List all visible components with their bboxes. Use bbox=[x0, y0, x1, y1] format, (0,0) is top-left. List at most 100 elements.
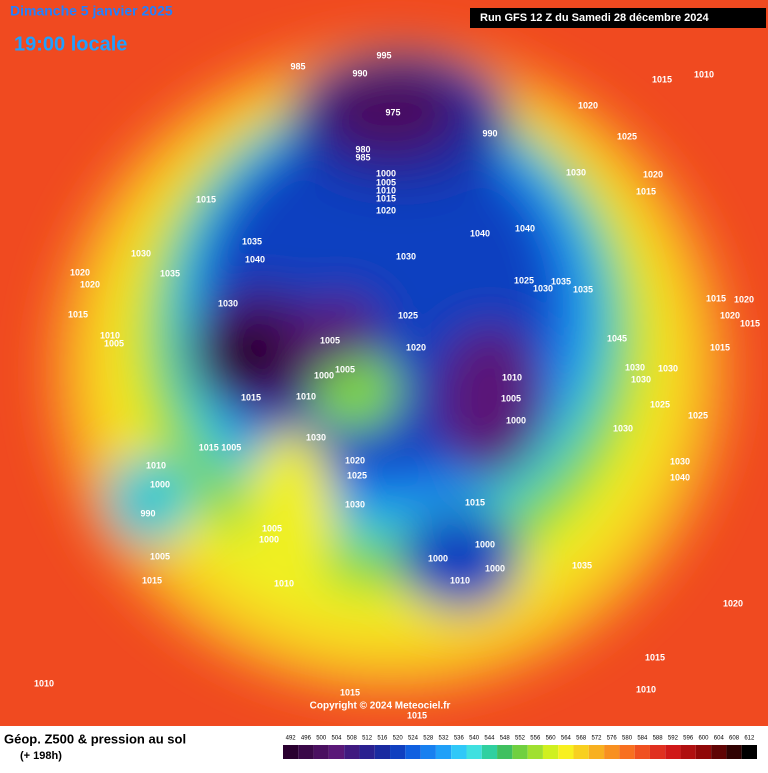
isobar-label: 1040 bbox=[245, 254, 265, 264]
isobar-label: 1025 bbox=[514, 275, 534, 285]
isobar-label: 1020 bbox=[70, 267, 90, 277]
isobar-label: 1015 bbox=[706, 293, 726, 303]
isobar-label: 990 bbox=[140, 508, 155, 518]
scale-swatch bbox=[466, 745, 482, 759]
isobar-label: 1010 bbox=[100, 330, 120, 340]
isobar-label: 990 bbox=[482, 128, 497, 138]
scale-swatch bbox=[542, 745, 559, 759]
geopotential-field bbox=[45, 40, 735, 700]
scale-swatch bbox=[359, 745, 375, 759]
scale-label: 600 bbox=[698, 736, 709, 742]
scale-label: 612 bbox=[744, 736, 755, 742]
isobar-label: 990 bbox=[352, 68, 367, 78]
isobar-label: 1030 bbox=[625, 362, 645, 372]
scale-swatch bbox=[405, 745, 421, 759]
isobar-label: 1005 bbox=[320, 335, 340, 345]
scale-swatch bbox=[420, 745, 436, 759]
scale-label: 500 bbox=[316, 736, 327, 742]
scale-label: 552 bbox=[515, 736, 526, 742]
isobar-label: 1030 bbox=[306, 432, 326, 442]
scale-label: 592 bbox=[668, 736, 679, 742]
isobar-label: 980 bbox=[355, 144, 370, 154]
scale-label: 556 bbox=[530, 736, 541, 742]
isobar-label: 1030 bbox=[131, 248, 151, 258]
isobar-label: 1010 bbox=[636, 684, 656, 694]
scale-swatch bbox=[588, 745, 605, 759]
isobar-label: 1030 bbox=[218, 298, 238, 308]
isobar-label: 1020 bbox=[723, 598, 743, 608]
scale-label: 532 bbox=[439, 736, 450, 742]
isobar-label: 985 bbox=[355, 152, 370, 162]
map-date: Dimanche 5 janvier 2025 bbox=[10, 3, 173, 19]
scale-swatch bbox=[374, 745, 391, 759]
isobar-label: 1005 bbox=[335, 364, 355, 374]
isobar-label: 1020 bbox=[376, 205, 396, 215]
isobar-label: 1015 bbox=[740, 318, 760, 328]
scale-swatch bbox=[313, 745, 329, 759]
isobar-label: 1010 bbox=[146, 460, 166, 470]
scale-swatch bbox=[344, 745, 360, 759]
isobar-label: 1035 bbox=[551, 276, 571, 286]
scale-swatch bbox=[695, 745, 712, 759]
scale-label: 584 bbox=[637, 736, 648, 742]
isobar-label: 1015 bbox=[645, 652, 665, 662]
isobar-label: 1020 bbox=[578, 100, 598, 110]
scale-label: 536 bbox=[454, 736, 465, 742]
isobar-label: 1030 bbox=[533, 283, 553, 293]
isobar-label: 1015 bbox=[142, 575, 162, 585]
scale-label: 508 bbox=[347, 736, 358, 742]
scale-label: 568 bbox=[576, 736, 587, 742]
isobar-label: 1015 bbox=[652, 74, 672, 84]
isobar-label: 1035 bbox=[573, 284, 593, 294]
isobar-label: 1030 bbox=[631, 374, 651, 384]
scale-swatch bbox=[390, 745, 406, 759]
scale-swatch bbox=[558, 745, 574, 759]
isobar-label: 1020 bbox=[643, 169, 663, 179]
scale-swatch bbox=[573, 745, 589, 759]
isobar-label: 1010 bbox=[502, 372, 522, 382]
isobar-label: 1020 bbox=[406, 342, 426, 352]
isobar-label: 1015 bbox=[68, 309, 88, 319]
scale-label: 496 bbox=[301, 736, 312, 742]
scale-label: 588 bbox=[653, 736, 664, 742]
scale-swatch bbox=[711, 745, 727, 759]
isobar-label: 1000 bbox=[428, 553, 448, 563]
isobar-label: 1035 bbox=[160, 268, 180, 278]
scale-swatch bbox=[634, 745, 650, 759]
isobar-label: 1040 bbox=[515, 223, 535, 233]
isobar-label: 1015 bbox=[710, 342, 730, 352]
isobar-label: 975 bbox=[385, 107, 400, 117]
isobar-label: 1015 bbox=[340, 687, 360, 697]
isobar-label: 1020 bbox=[345, 455, 365, 465]
scale-label: 512 bbox=[362, 736, 373, 742]
scale-label: 604 bbox=[714, 736, 725, 742]
color-scale: 492 496 500 504 508 512 516 520 524 528 532 536 540 5… bbox=[283, 736, 757, 759]
isobar-label: 1030 bbox=[396, 251, 416, 261]
scale-swatch bbox=[328, 745, 345, 759]
scale-label: 596 bbox=[683, 736, 694, 742]
isobar-label: 1040 bbox=[470, 228, 490, 238]
isobar-label: 1005 bbox=[501, 393, 521, 403]
isobar-label: 1030 bbox=[670, 456, 690, 466]
isobar-label: 1000 bbox=[150, 479, 170, 489]
scale-label: 576 bbox=[607, 736, 618, 742]
isobar-label: 1020 bbox=[80, 279, 100, 289]
isobar-label: 1045 bbox=[607, 333, 627, 343]
isobar-label: 1010 bbox=[34, 678, 54, 688]
scale-swatch bbox=[726, 745, 742, 759]
isobar-label: 1020 bbox=[734, 294, 754, 304]
isobar-label: 1040 bbox=[670, 472, 690, 482]
isobar-label: 1025 bbox=[650, 399, 670, 409]
scale-label: 572 bbox=[591, 736, 602, 742]
isobar-label: 1010 bbox=[274, 578, 294, 588]
isobar-label: 1030 bbox=[613, 423, 633, 433]
isobar-label: 1025 bbox=[617, 131, 637, 141]
isobar-label: 1005 bbox=[376, 177, 396, 187]
isobar-label: 1015 bbox=[241, 392, 261, 402]
scale-label: 580 bbox=[622, 736, 633, 742]
isobar-label: 1010 bbox=[694, 69, 714, 79]
lead-time: (+ 198h) bbox=[20, 750, 62, 762]
isobar-label: 1000 bbox=[314, 370, 334, 380]
scale-label: 528 bbox=[423, 736, 434, 742]
